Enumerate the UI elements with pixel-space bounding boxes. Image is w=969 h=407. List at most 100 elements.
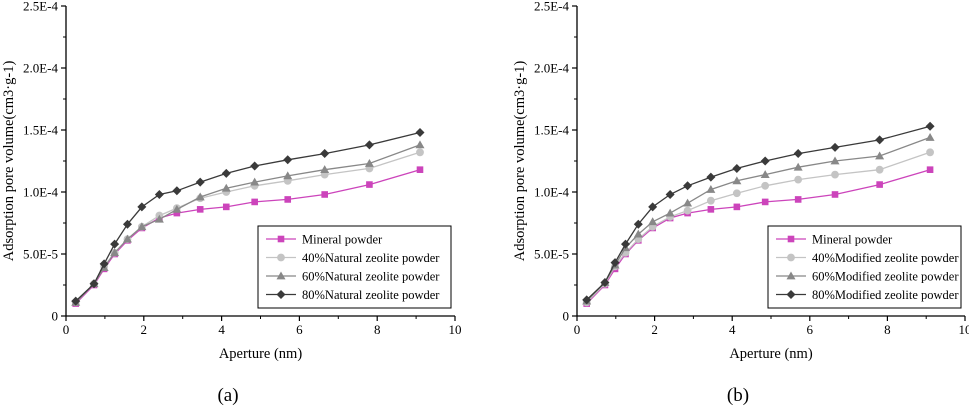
data-point xyxy=(665,189,675,199)
data-point xyxy=(633,229,643,238)
series-2 xyxy=(582,132,935,305)
data-point xyxy=(706,196,715,205)
legend: Mineral powder 40%Modified zeolite powder… xyxy=(767,225,962,309)
data-point xyxy=(283,171,293,180)
legend-marker xyxy=(787,253,795,262)
data-point xyxy=(196,206,204,213)
data-point xyxy=(195,177,205,187)
y-axis-title: Adsorption pore volume(cm3·g-1) xyxy=(512,61,528,262)
data-point xyxy=(683,198,693,207)
data-point xyxy=(733,203,741,211)
data-point xyxy=(732,189,741,198)
series-2 xyxy=(71,140,425,306)
data-point xyxy=(137,202,147,212)
data-point xyxy=(633,219,643,229)
data-point xyxy=(793,149,803,159)
data-point xyxy=(320,149,330,159)
data-point xyxy=(683,181,693,191)
data-point xyxy=(221,183,231,192)
data-point xyxy=(830,142,840,152)
series-3 xyxy=(71,127,425,306)
data-point xyxy=(793,162,803,171)
data-point xyxy=(283,155,293,165)
data-point xyxy=(122,234,132,243)
data-point xyxy=(760,156,770,166)
legend-label: Mineral powder xyxy=(302,233,383,247)
y-tick-label: 0 xyxy=(52,309,59,324)
data-point xyxy=(122,219,132,229)
x-tick-label: 8 xyxy=(884,322,891,337)
data-point xyxy=(221,168,231,178)
legend-label: 40%Modified zeolite powder xyxy=(812,251,959,265)
data-point xyxy=(284,196,292,203)
data-point xyxy=(610,258,620,268)
data-point xyxy=(760,170,770,179)
data-point xyxy=(926,166,934,173)
data-point xyxy=(648,202,658,212)
legend-marker xyxy=(787,235,795,243)
y-tick-label: 5.0E-5 xyxy=(534,247,569,262)
legend-marker xyxy=(277,235,285,243)
data-point xyxy=(683,206,692,215)
data-point xyxy=(925,121,935,131)
chart-panel-b: 0 2 4 6 8 10 0 5.0E-5 1.0E-4 1.5E-4 2.0E-4 2.5E-4 Ap… xyxy=(512,0,969,406)
data-point xyxy=(137,222,147,231)
legend-label: 80%Natural zeolite powder xyxy=(302,288,440,302)
y-tick-label: 1.0E-4 xyxy=(23,185,59,200)
legend-label: 60%Modified zeolite powder xyxy=(812,270,959,284)
data-point xyxy=(172,204,182,213)
data-point xyxy=(110,239,120,249)
data-point xyxy=(154,189,164,199)
data-point xyxy=(830,156,840,165)
y-tick-label: 2.5E-4 xyxy=(534,0,570,14)
legend-marker xyxy=(786,290,796,299)
data-point xyxy=(99,259,109,269)
y-tick-label: 0 xyxy=(563,309,570,324)
data-point xyxy=(761,198,769,206)
data-point xyxy=(648,217,658,226)
panel-label: (a) xyxy=(217,385,238,406)
x-tick-label: 6 xyxy=(296,322,303,337)
data-point xyxy=(761,181,770,190)
data-point xyxy=(582,295,592,305)
y-tick-label: 1.5E-4 xyxy=(23,123,59,138)
data-point xyxy=(926,148,934,157)
x-tick-label: 10 xyxy=(449,322,462,337)
x-tick-label: 8 xyxy=(374,322,381,337)
legend-label: Mineral powder xyxy=(812,233,893,247)
y-tick-label: 1.0E-4 xyxy=(534,185,570,200)
y-axis-title: Adsorption pore volume(cm3·g-1) xyxy=(1,61,17,262)
y-tick-label: 2.5E-4 xyxy=(23,0,59,14)
y-tick-label: 5.0E-5 xyxy=(23,247,58,262)
data-point xyxy=(89,279,99,289)
x-tick-label: 0 xyxy=(574,322,581,337)
data-point xyxy=(364,158,374,167)
data-point xyxy=(706,185,716,193)
data-point xyxy=(415,127,425,137)
data-point xyxy=(875,151,885,160)
legend-label: 80%Modified zeolite powder xyxy=(812,288,959,302)
data-point xyxy=(794,196,802,203)
data-point xyxy=(110,248,120,257)
panel-label: (b) xyxy=(727,385,749,406)
legend-marker xyxy=(786,271,796,280)
x-tick-label: 4 xyxy=(218,322,225,337)
data-point xyxy=(172,186,182,196)
data-point xyxy=(706,172,716,182)
data-point xyxy=(250,161,260,171)
data-point xyxy=(250,177,260,186)
legend-label: 40%Natural zeolite powder xyxy=(302,251,440,265)
data-point xyxy=(732,176,742,185)
data-point xyxy=(416,148,424,157)
y-tick-label: 2.0E-4 xyxy=(534,61,570,76)
data-point xyxy=(415,140,425,149)
series-3 xyxy=(582,121,935,305)
data-point xyxy=(320,165,330,174)
data-point xyxy=(732,163,742,173)
legend-marker xyxy=(277,253,285,262)
data-point xyxy=(364,140,374,150)
data-point xyxy=(621,239,630,249)
data-point xyxy=(173,209,181,217)
legend-marker xyxy=(276,290,286,299)
